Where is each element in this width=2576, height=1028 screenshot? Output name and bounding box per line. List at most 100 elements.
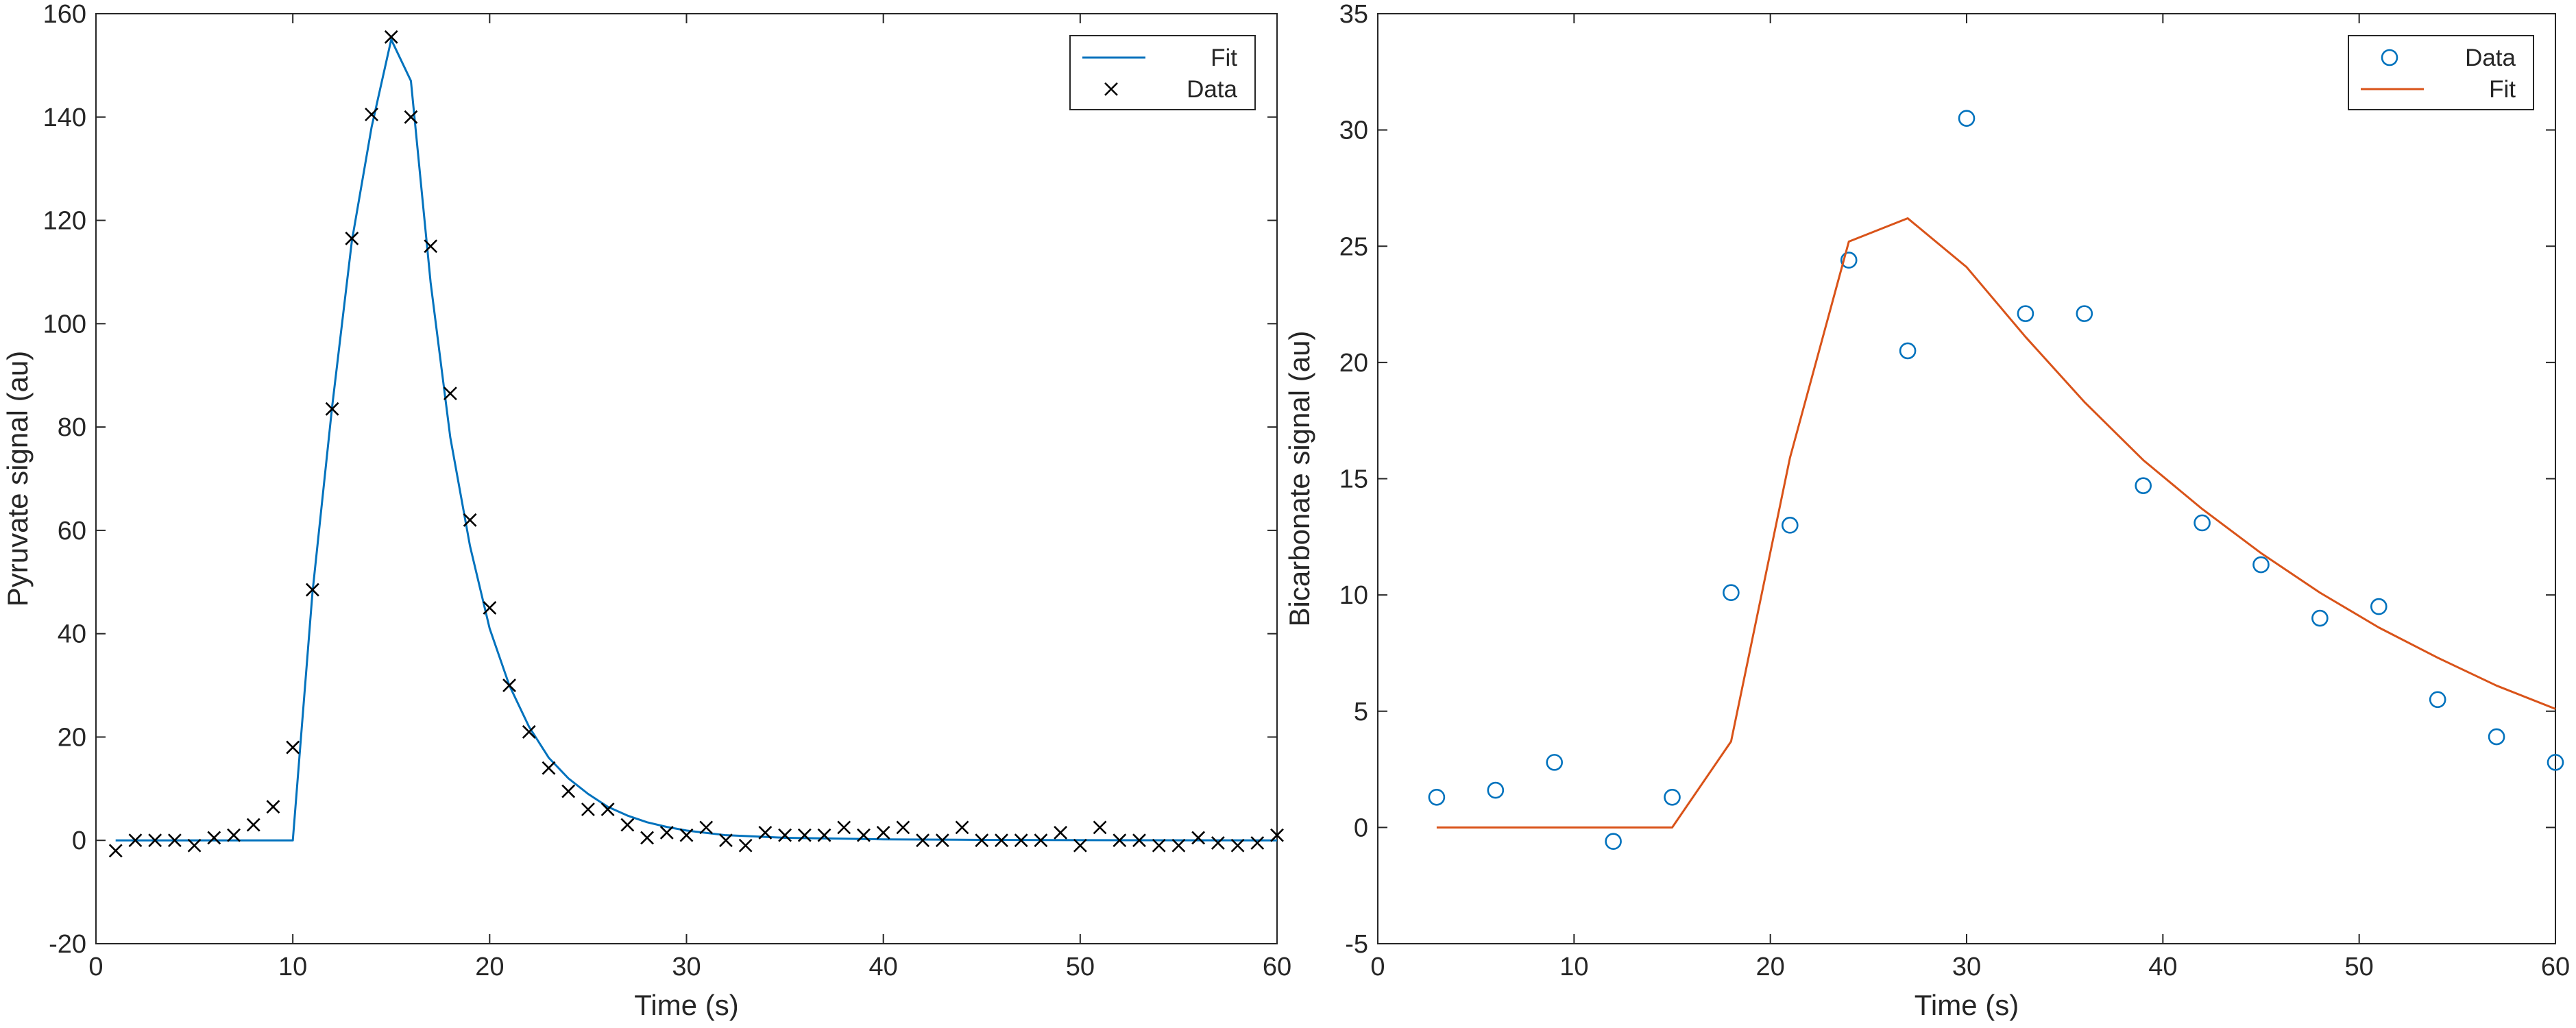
x-tick-label: 0 <box>88 953 103 981</box>
x-tick-label: 50 <box>2345 953 2374 981</box>
data-point <box>600 803 615 816</box>
data-point <box>1664 788 1681 806</box>
legend-box <box>1069 35 1256 110</box>
x-axis-label: Time (s) <box>1915 989 2019 1021</box>
x-tick-label: 50 <box>1066 953 1095 981</box>
legend-label: Data <box>2465 45 2516 71</box>
data-point <box>699 820 714 835</box>
data-point <box>1428 788 1446 806</box>
y-tick-label: 5 <box>1354 698 1368 726</box>
data-point <box>1270 828 1284 842</box>
legend: Data Fit <box>2348 35 2534 110</box>
data-point <box>857 828 871 842</box>
legend: Fit Data <box>1069 35 1256 110</box>
y-tick-label: 60 <box>58 517 86 546</box>
data-point <box>1723 584 1740 602</box>
data-point <box>1899 342 1917 360</box>
x-tick-label: 10 <box>1559 953 1588 981</box>
data-point <box>1034 833 1048 848</box>
data-point <box>640 831 654 845</box>
data-point <box>2370 598 2387 615</box>
y-tick-label: -20 <box>49 930 86 959</box>
data-point <box>207 831 221 845</box>
y-tick-label: 25 <box>1339 232 1368 261</box>
data-point <box>1093 820 1107 835</box>
data-point <box>1113 833 1127 848</box>
data-point <box>1014 833 1028 848</box>
data-point <box>483 601 497 615</box>
x-tick-label: 20 <box>1756 953 1785 981</box>
data-point <box>1152 838 1166 853</box>
data-point <box>1132 833 1146 848</box>
plot-area <box>1377 13 2556 944</box>
series-line-fit <box>115 38 1278 842</box>
y-tick-label: 40 <box>58 620 86 649</box>
data-point <box>1250 836 1265 850</box>
x-tick-label: 0 <box>1370 953 1385 981</box>
legend-swatch <box>2381 49 2398 66</box>
data-point <box>738 838 753 853</box>
data-point <box>679 828 694 842</box>
data-point <box>817 828 831 842</box>
y-axis-label: Pyruvate signal (au) <box>1 351 34 607</box>
data-point <box>778 828 792 842</box>
data-point <box>620 818 635 832</box>
data-point <box>2252 556 2270 574</box>
data-point <box>2135 477 2152 494</box>
data-point <box>108 844 123 858</box>
x-tick-label: 20 <box>475 953 504 981</box>
legend-label: Fit <box>2489 76 2516 103</box>
data-point <box>1605 833 1622 850</box>
x-tick-label: 30 <box>672 953 701 981</box>
x-tick-label: 60 <box>2541 953 2570 981</box>
data-point <box>916 833 930 848</box>
data-point <box>2076 305 2093 322</box>
plot-area <box>95 13 1278 944</box>
data-point <box>581 803 595 816</box>
data-point <box>1840 252 1858 269</box>
data-point <box>443 387 457 401</box>
data-point <box>404 110 418 124</box>
data-point <box>148 833 162 848</box>
data-point <box>896 820 910 835</box>
data-point <box>2194 514 2211 532</box>
data-point <box>128 833 143 848</box>
data-point <box>719 833 733 848</box>
data-point <box>758 825 773 840</box>
data-point <box>424 239 438 254</box>
data-point <box>561 784 576 798</box>
y-tick-label: 20 <box>1339 349 1368 378</box>
y-tick-label: 160 <box>43 0 86 29</box>
x-tick-label: 60 <box>1263 953 1291 981</box>
data-point <box>305 583 319 597</box>
data-point <box>1958 110 1976 127</box>
data-point <box>1171 838 1186 853</box>
y-tick-label: 0 <box>1354 813 1368 842</box>
y-tick-label: 140 <box>43 103 86 132</box>
data-point <box>2311 609 2329 627</box>
data-point <box>187 838 202 853</box>
data-point <box>2429 691 2446 709</box>
pyruvate-chart: 0 10 20 30 40 50 60-20020406080100120140160Tim… <box>1 0 1291 1021</box>
data-point <box>975 833 989 848</box>
data-point <box>266 800 280 814</box>
legend-swatch <box>1104 82 1118 96</box>
y-tick-label: 15 <box>1339 465 1368 494</box>
data-point <box>955 820 969 835</box>
data-point <box>384 30 398 44</box>
y-tick-label: -5 <box>1345 930 1368 959</box>
data-point <box>797 828 812 842</box>
data-point <box>1546 754 1563 771</box>
legend-box <box>2348 35 2534 110</box>
x-tick-label: 40 <box>2148 953 2177 981</box>
data-point <box>2488 728 2505 746</box>
y-tick-label: 80 <box>58 413 86 442</box>
y-tick-label: 10 <box>1339 581 1368 610</box>
data-point <box>502 678 516 692</box>
series-line-fit <box>1436 217 2556 829</box>
y-axis-label: Bicarbonate signal (au) <box>1283 331 1315 627</box>
data-point <box>246 818 260 832</box>
data-point <box>325 402 339 416</box>
